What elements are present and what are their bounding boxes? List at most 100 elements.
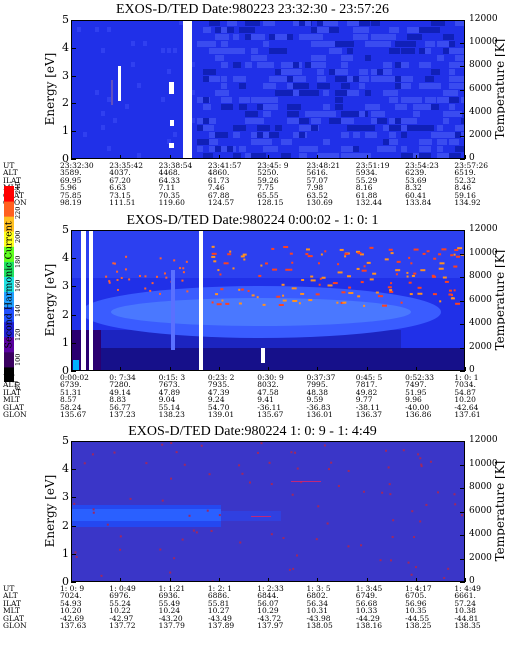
panel3-speckle bbox=[328, 468, 331, 471]
y-tick-mark bbox=[71, 159, 76, 160]
panel3-speckle bbox=[83, 462, 86, 465]
eph-cell: 1: 4:17 bbox=[405, 584, 432, 593]
colorbar-segment bbox=[4, 306, 14, 323]
panel3-speckle bbox=[288, 568, 291, 571]
y-tick-label: 2 bbox=[62, 307, 69, 321]
panel3-speckle bbox=[296, 467, 299, 470]
panel1-texture bbox=[269, 104, 278, 110]
eph-cell: 59.26 bbox=[257, 175, 279, 185]
panel1-texture bbox=[431, 83, 441, 89]
panel1-texture bbox=[329, 118, 342, 124]
panel2-hot-point bbox=[216, 303, 222, 306]
panel3-speckle bbox=[296, 554, 299, 557]
panel1-texture bbox=[455, 146, 464, 152]
panel1-texture bbox=[383, 69, 392, 75]
panel2-hot-point bbox=[301, 278, 305, 281]
panel1-texture bbox=[137, 83, 141, 88]
panel2-hot-point bbox=[211, 301, 214, 304]
panel1-texture bbox=[233, 62, 241, 68]
eph-cell: 47.89 bbox=[158, 387, 181, 397]
panel2-hot-point bbox=[336, 301, 339, 304]
panel1-plot bbox=[71, 20, 473, 159]
panel2-hot-point bbox=[128, 278, 131, 281]
panel1-texture bbox=[371, 34, 379, 40]
panel3-speckle bbox=[419, 457, 422, 460]
x-tick-mark bbox=[317, 155, 319, 159]
panel1-texture bbox=[131, 41, 135, 46]
panel3-speckle bbox=[390, 559, 393, 562]
panel3-speckle bbox=[192, 529, 195, 532]
panel1-texture bbox=[263, 111, 271, 117]
panel3-speckle bbox=[420, 465, 423, 468]
eph-cell: 0: 7:34 bbox=[109, 373, 136, 382]
panel1-texture bbox=[221, 27, 230, 33]
eph-cell: 51.31 bbox=[60, 387, 82, 397]
eph-cell: 1: 0:49 bbox=[109, 584, 136, 593]
y2-tick-mark bbox=[460, 135, 465, 137]
panel1-texture bbox=[323, 139, 330, 145]
panel3-speckle bbox=[119, 535, 122, 538]
y-tick-label: 5 bbox=[62, 223, 69, 236]
panel1-texture bbox=[401, 146, 407, 152]
eph-cell: 6802. bbox=[306, 591, 328, 601]
panel1-texture bbox=[377, 118, 387, 124]
panel1-texture bbox=[389, 146, 396, 152]
panel2-hot-point bbox=[406, 271, 409, 274]
eph-cell: 6661. bbox=[454, 591, 476, 601]
panel2-hot-point bbox=[108, 281, 111, 284]
panel1-texture bbox=[95, 27, 99, 32]
y-axis-label: Energy [eV] bbox=[43, 474, 57, 547]
panel1-title: EXOS-D/TED Date:980223 23:32:30 - 23:57:… bbox=[116, 2, 389, 17]
panel3-speckle bbox=[129, 497, 132, 500]
panel1-texture bbox=[365, 55, 371, 61]
panel1-texture bbox=[245, 62, 252, 68]
panel3-speckle bbox=[381, 491, 384, 494]
panel3-speckle bbox=[411, 510, 414, 513]
panel2-hot-point bbox=[291, 287, 297, 290]
panel2-hot-point bbox=[348, 286, 352, 289]
panel2-hot-point bbox=[225, 302, 230, 305]
panel1-texture bbox=[299, 34, 306, 40]
panel1-texture bbox=[401, 97, 411, 103]
y-tick-label: 0 bbox=[62, 364, 69, 377]
eph-cell: 8032. bbox=[257, 380, 279, 390]
panel1-texture bbox=[377, 76, 389, 82]
panel2-hot-point bbox=[310, 275, 314, 278]
x-tick-mark bbox=[317, 578, 319, 582]
eph-cell: 10.22 bbox=[109, 606, 131, 616]
panel1-texture bbox=[299, 153, 307, 159]
y-tick-mark bbox=[71, 497, 76, 499]
eph-cell: 10.35 bbox=[405, 606, 427, 616]
panel1-texture bbox=[191, 62, 195, 67]
panel2-hot-point bbox=[408, 256, 411, 259]
panel2-hot-point bbox=[227, 253, 232, 256]
panel2-hot-point bbox=[264, 262, 268, 265]
panel1-texture bbox=[443, 118, 449, 124]
panel2-hot-point bbox=[211, 252, 217, 255]
panel2-hot-point bbox=[337, 263, 340, 266]
panel1-texture bbox=[263, 20, 275, 26]
panel2-hot-point bbox=[251, 294, 255, 297]
panel3-speckle bbox=[417, 453, 420, 456]
eph-cell: 23:35:42 bbox=[109, 161, 143, 170]
panel1-texture bbox=[371, 41, 386, 47]
panel1-texture bbox=[359, 83, 365, 89]
panel1-texture bbox=[443, 34, 454, 40]
eph-cell: 7935. bbox=[207, 380, 230, 390]
y2-tick-mark bbox=[460, 230, 465, 231]
panel1-texture bbox=[359, 20, 370, 26]
eph-cell: 137.63 bbox=[60, 621, 87, 630]
panel1-texture bbox=[251, 48, 258, 54]
panel3-speckle bbox=[218, 514, 221, 517]
panel1-texture bbox=[209, 139, 218, 145]
panel3-speckle bbox=[347, 469, 350, 472]
x-tick-mark bbox=[218, 367, 220, 371]
panel1-texture bbox=[203, 27, 211, 33]
panel1-texture bbox=[437, 55, 444, 61]
panel2-hot-point bbox=[289, 252, 293, 255]
panel3-speckle bbox=[268, 461, 271, 464]
panel2-hot-point bbox=[116, 278, 119, 281]
eph-cell: 23:32:30 bbox=[60, 161, 94, 170]
panel2-hot-point bbox=[390, 252, 394, 255]
y-tick-label: 0 bbox=[62, 152, 69, 165]
